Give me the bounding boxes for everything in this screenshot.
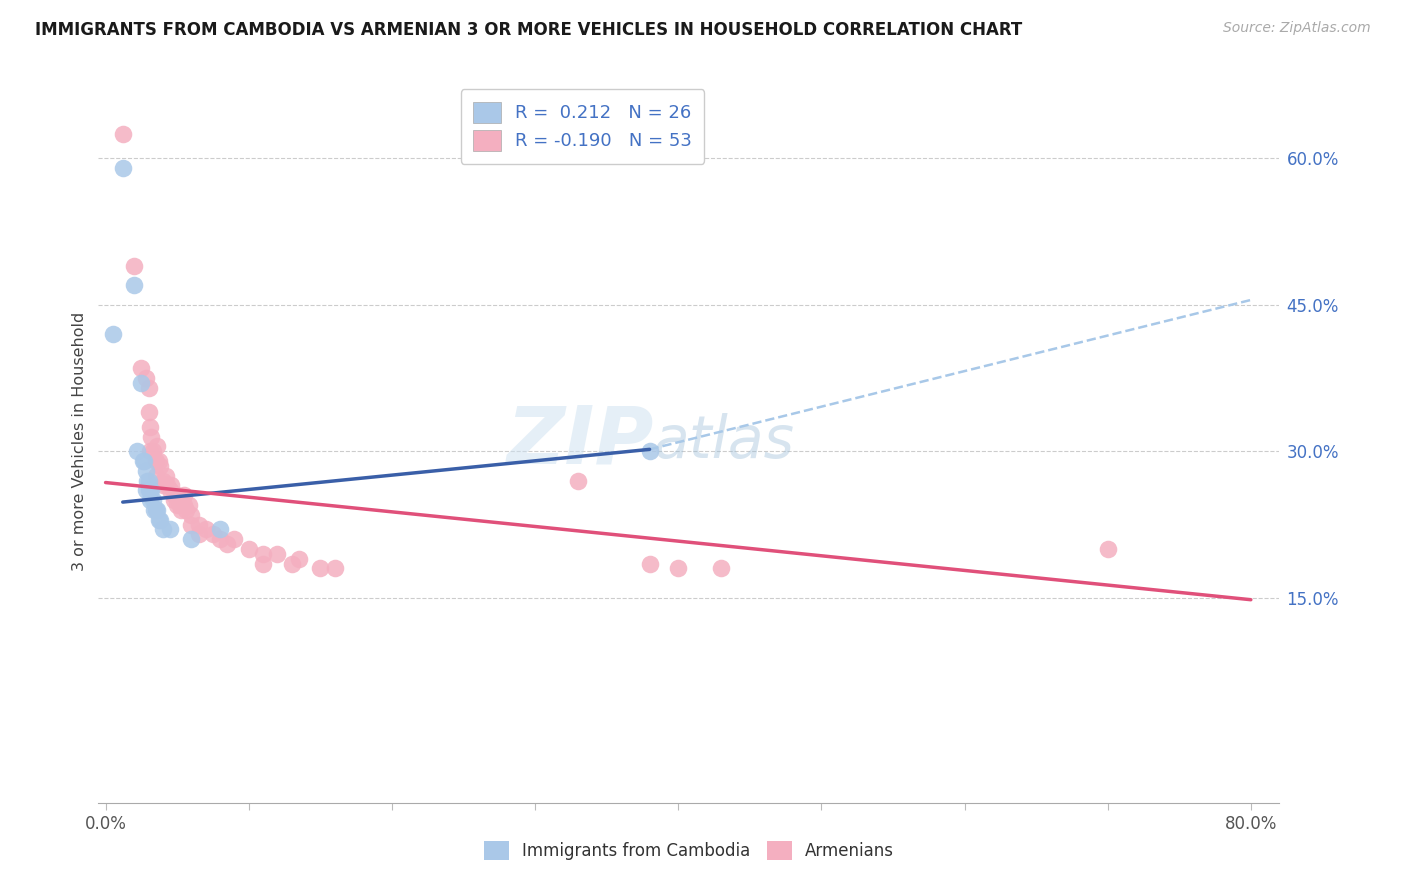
Point xyxy=(145,454,167,468)
Point xyxy=(194,523,217,537)
Point xyxy=(209,532,232,546)
Point xyxy=(666,561,689,575)
Point xyxy=(180,517,202,532)
Point xyxy=(111,127,134,141)
Point xyxy=(146,503,169,517)
Point xyxy=(139,493,162,508)
Y-axis label: 3 or more Vehicles in Household: 3 or more Vehicles in Household xyxy=(72,312,87,571)
Point xyxy=(159,523,181,537)
Point xyxy=(152,474,174,488)
Point xyxy=(148,454,170,468)
Point xyxy=(131,376,153,390)
Point xyxy=(131,361,153,376)
Point xyxy=(138,474,160,488)
Point xyxy=(710,561,733,575)
Point xyxy=(170,503,193,517)
Point xyxy=(174,503,197,517)
Point xyxy=(136,474,159,488)
Point xyxy=(138,405,160,419)
Point xyxy=(142,493,165,508)
Point xyxy=(135,464,157,478)
Point xyxy=(567,474,589,488)
Point xyxy=(142,444,165,458)
Point xyxy=(148,513,170,527)
Point xyxy=(177,498,200,512)
Point xyxy=(173,498,195,512)
Point xyxy=(187,527,209,541)
Point xyxy=(309,561,332,575)
Point xyxy=(122,278,145,293)
Point xyxy=(145,503,167,517)
Point xyxy=(138,381,160,395)
Point xyxy=(139,483,162,498)
Point xyxy=(160,478,183,492)
Point xyxy=(122,259,145,273)
Point xyxy=(280,557,302,571)
Point xyxy=(163,493,186,508)
Point xyxy=(638,557,661,571)
Point xyxy=(201,527,224,541)
Point xyxy=(1097,541,1119,556)
Point xyxy=(252,547,274,561)
Point xyxy=(266,547,288,561)
Point xyxy=(180,532,202,546)
Point xyxy=(156,478,179,492)
Point xyxy=(135,483,157,498)
Text: IMMIGRANTS FROM CAMBODIA VS ARMENIAN 3 OR MORE VEHICLES IN HOUSEHOLD CORRELATION: IMMIGRANTS FROM CAMBODIA VS ARMENIAN 3 O… xyxy=(35,21,1022,39)
Point xyxy=(159,483,181,498)
Point xyxy=(180,508,202,522)
Point xyxy=(187,517,209,532)
Point xyxy=(134,454,156,468)
Point xyxy=(166,498,188,512)
Point xyxy=(638,444,661,458)
Point xyxy=(141,483,163,498)
Point xyxy=(141,430,163,444)
Point xyxy=(125,444,148,458)
Point xyxy=(111,161,134,176)
Point xyxy=(135,371,157,385)
Point xyxy=(166,488,188,502)
Point xyxy=(138,483,160,498)
Text: Source: ZipAtlas.com: Source: ZipAtlas.com xyxy=(1223,21,1371,36)
Point xyxy=(323,561,346,575)
Point xyxy=(145,468,167,483)
Point xyxy=(139,444,162,458)
Point xyxy=(152,478,174,492)
Point xyxy=(146,439,169,453)
Point xyxy=(132,454,155,468)
Point xyxy=(217,537,239,551)
Point xyxy=(101,327,124,342)
Legend: Immigrants from Cambodia, Armenians: Immigrants from Cambodia, Armenians xyxy=(477,834,901,867)
Point xyxy=(224,532,246,546)
Point xyxy=(252,557,274,571)
Text: ZIP: ZIP xyxy=(506,402,654,481)
Point xyxy=(143,503,166,517)
Point xyxy=(152,523,174,537)
Point xyxy=(209,523,232,537)
Point xyxy=(163,488,186,502)
Point xyxy=(149,458,172,473)
Text: atlas: atlas xyxy=(654,413,794,470)
Point xyxy=(173,488,195,502)
Point xyxy=(288,551,311,566)
Point xyxy=(169,498,191,512)
Point xyxy=(155,468,177,483)
Point xyxy=(238,541,260,556)
Point xyxy=(149,513,172,527)
Point xyxy=(139,420,162,434)
